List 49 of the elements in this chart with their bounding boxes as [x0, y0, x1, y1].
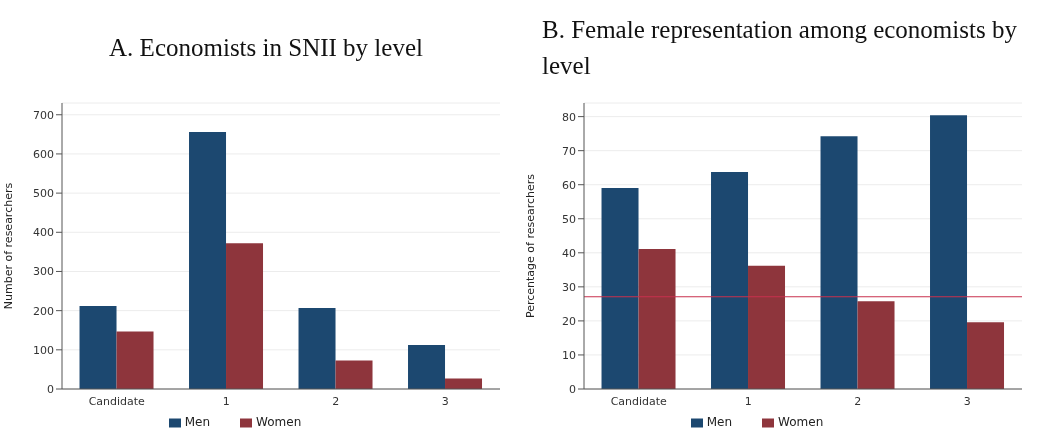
bar	[226, 243, 264, 389]
x-tick-label: 1	[744, 394, 752, 408]
bar	[748, 265, 786, 389]
y-tick-label: 200	[33, 304, 54, 318]
y-tick-label: 300	[33, 265, 54, 279]
x-tick-label: 3	[441, 394, 449, 408]
y-tick-label: 40	[562, 246, 576, 260]
y-tick-label: 50	[562, 212, 576, 226]
x-tick-label: 2	[854, 394, 862, 408]
bar	[601, 188, 639, 389]
y-axis-title: Number of researchers	[1, 182, 15, 310]
bar	[967, 322, 1005, 389]
y-tick-label: 600	[33, 147, 54, 161]
y-tick-label: 700	[33, 108, 54, 122]
x-tick-label: 1	[222, 394, 230, 408]
x-tick-label: 2	[332, 394, 340, 408]
bar	[298, 307, 336, 389]
chart-title: B. Female representation among economists by level	[541, 14, 1018, 81]
bar	[445, 378, 483, 389]
y-tick-label: 80	[562, 110, 576, 124]
y-axis-title: Percentage of researchers	[523, 173, 537, 319]
bar	[857, 301, 895, 389]
bar	[189, 131, 227, 389]
bar	[930, 115, 968, 389]
chart-title: A. Economists in SNII by level	[108, 32, 424, 63]
x-tick-label: Candidate	[610, 394, 668, 408]
legend-label: Women	[778, 415, 824, 429]
legend-label: Women	[256, 415, 302, 429]
bar	[79, 305, 117, 389]
legend-label: Men	[706, 415, 733, 429]
x-tick-label: Candidate	[88, 394, 146, 408]
y-tick-label: 70	[562, 144, 576, 158]
legend-label: Men	[184, 415, 211, 429]
y-tick-label: 0	[569, 382, 576, 396]
bar	[820, 136, 858, 389]
y-tick-label: 500	[33, 187, 54, 201]
bar	[116, 331, 154, 389]
bar	[408, 345, 446, 389]
bar	[711, 172, 749, 389]
bar	[335, 360, 373, 389]
y-tick-label: 0	[47, 382, 54, 396]
y-tick-label: 30	[562, 280, 576, 294]
x-tick-label: 3	[963, 394, 971, 408]
y-tick-label: 60	[562, 178, 576, 192]
y-tick-label: 10	[562, 348, 576, 362]
y-tick-label: 20	[562, 314, 576, 328]
bar	[638, 249, 676, 389]
y-tick-label: 400	[33, 226, 54, 240]
y-tick-label: 100	[33, 343, 54, 357]
